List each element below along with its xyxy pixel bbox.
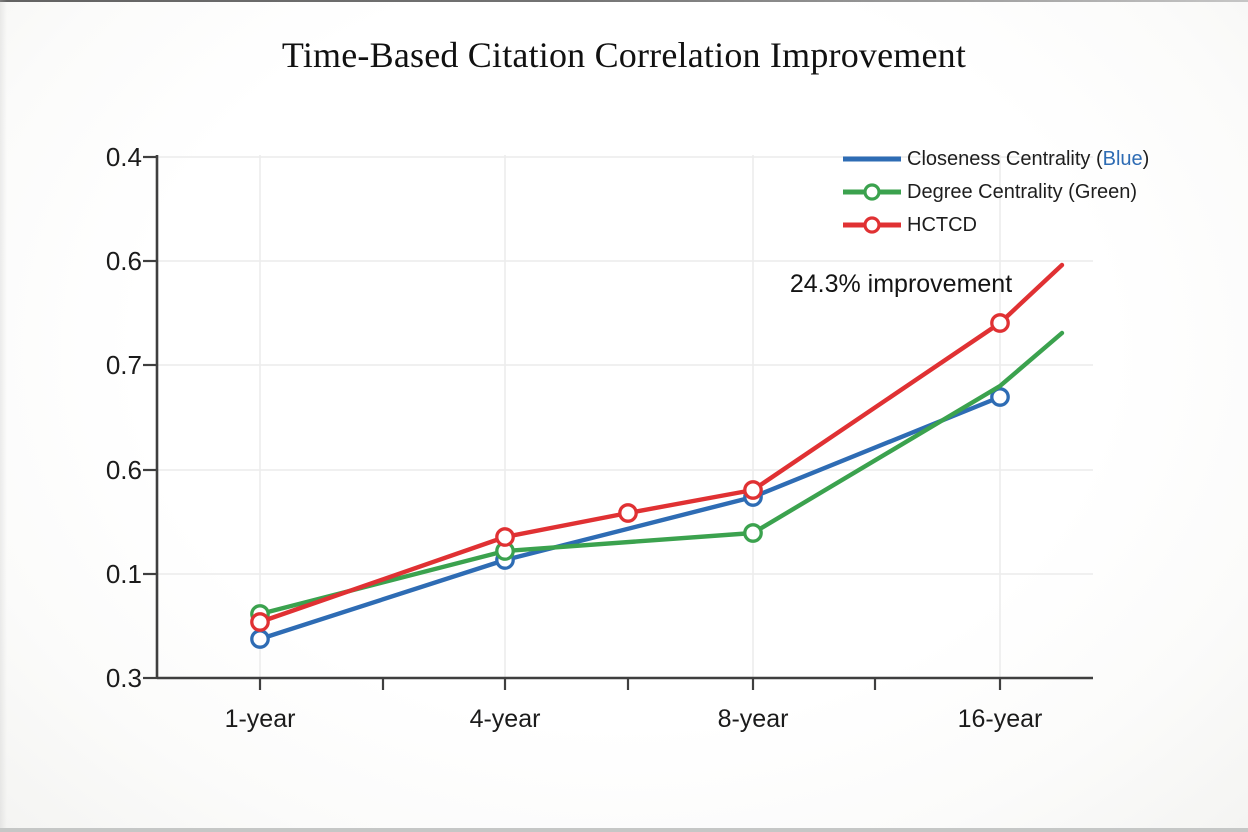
series-line-hctcd bbox=[257, 262, 1065, 625]
x-tick-label: 8-year bbox=[717, 705, 789, 733]
y-tick-label: 0.1 bbox=[105, 559, 142, 589]
data-point-hctcd bbox=[495, 527, 515, 547]
legend-item-hctcd: HCTCD bbox=[841, 210, 1149, 240]
y-tick-label: 0.6 bbox=[105, 455, 142, 485]
data-point-degree-centrality bbox=[743, 523, 763, 543]
data-point-hctcd bbox=[618, 503, 638, 523]
y-tick-label: 0.4 bbox=[105, 142, 142, 172]
legend-label-text: ) bbox=[1142, 147, 1150, 170]
data-point-closeness-centrality bbox=[990, 387, 1010, 407]
legend-label-text: Closeness Centrality ( bbox=[907, 147, 1103, 170]
photo-bottom-edge bbox=[0, 828, 1248, 832]
legend-label-hctcd: HCTCD bbox=[907, 214, 977, 237]
y-tick-label: 0.7 bbox=[105, 350, 142, 380]
legend-line-sample-hctcd bbox=[843, 216, 901, 234]
x-tick-label: 4-year bbox=[469, 705, 541, 733]
legend-label-text: Degree Centrality (Green) bbox=[907, 180, 1138, 203]
data-point-hctcd bbox=[743, 480, 763, 500]
legend-item-closeness-centrality: Closeness Centrality (Blue) bbox=[841, 144, 1149, 174]
data-point-hctcd bbox=[250, 612, 270, 632]
legend: Closeness Centrality (Blue) Degree Centra… bbox=[841, 144, 1149, 240]
legend-item-degree-centrality: Degree Centrality (Green) bbox=[841, 177, 1149, 207]
legend-label-degree-centrality: Degree Centrality (Green) bbox=[907, 181, 1137, 204]
chart-title: Time-Based Citation Correlation Improvem… bbox=[281, 35, 967, 75]
photo-top-edge bbox=[0, 0, 1248, 2]
improvement-annotation: 24.3% improvement bbox=[789, 270, 1013, 298]
legend-label-closeness-centrality: Closeness Centrality (Blue) bbox=[907, 148, 1149, 171]
legend-line-sample-closeness-centrality bbox=[843, 156, 901, 162]
data-point-hctcd bbox=[990, 313, 1010, 333]
photo-left-edge bbox=[0, 0, 7, 832]
x-tick-label: 16-year bbox=[957, 705, 1043, 733]
y-tick-label: 0.6 bbox=[105, 246, 142, 276]
legend-label-colored-word: Blue bbox=[1102, 147, 1143, 170]
legend-line-sample-degree-centrality bbox=[843, 183, 901, 201]
legend-label-text: HCTCD bbox=[907, 213, 977, 236]
y-tick-label: 0.3 bbox=[105, 663, 142, 693]
data-point-closeness-centrality bbox=[250, 629, 270, 649]
x-tick-label: 1-year bbox=[224, 705, 296, 733]
series-line-degree-centrality bbox=[257, 330, 1065, 617]
series-line-closeness-centrality bbox=[257, 394, 1003, 642]
